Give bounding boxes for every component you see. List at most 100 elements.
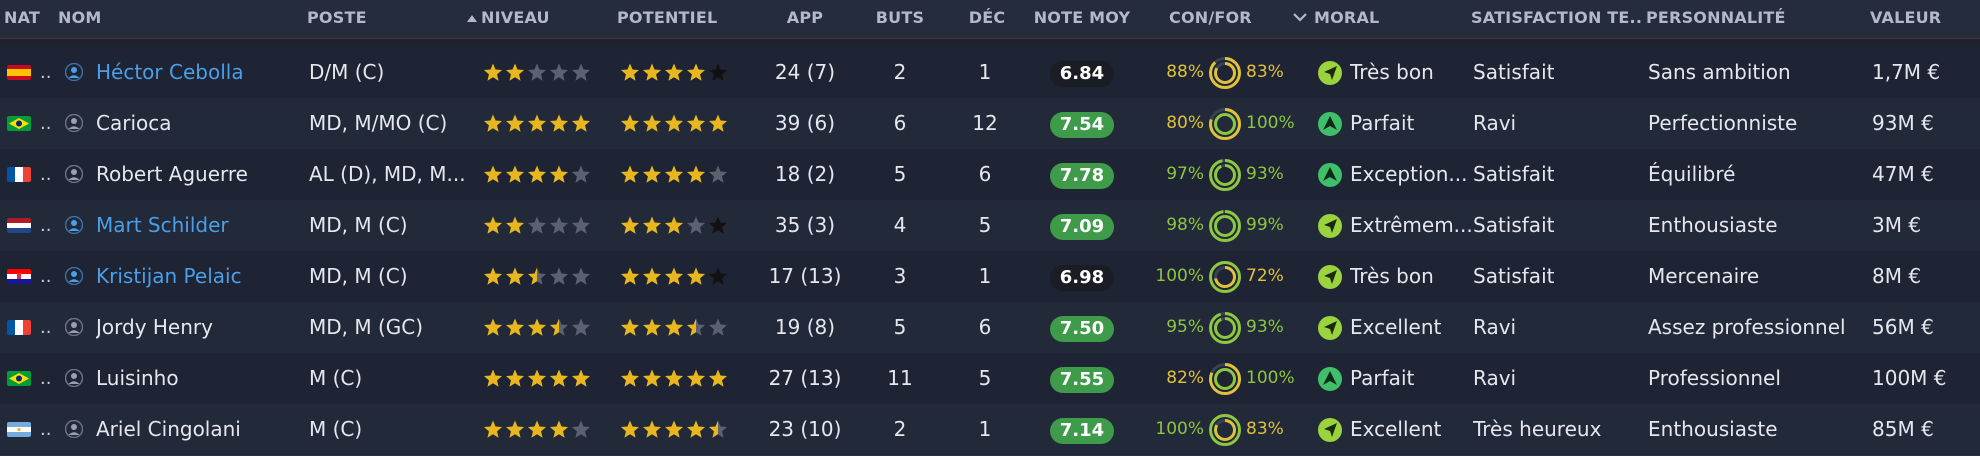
star-icon: [571, 216, 591, 234]
column-header-poste[interactable]: POSTE: [307, 8, 367, 27]
star-icon: [483, 420, 503, 438]
column-header-personnalite[interactable]: PERSONNALITÉ: [1646, 8, 1786, 27]
goals: 2: [893, 417, 907, 441]
star-icon: [549, 267, 569, 285]
table-row[interactable]: .. Carioca MD, M/MO (C) 39 (6) 6 12 7.54 80% 100…: [0, 98, 1980, 150]
person-icon: [64, 215, 84, 235]
chevron-down-icon[interactable]: [1292, 0, 1312, 36]
person-icon: [64, 113, 84, 133]
star-icon: [549, 420, 569, 438]
condition-percent: 80%: [1166, 113, 1204, 133]
person-icon: [64, 368, 84, 388]
player-name-link[interactable]: Luisinho: [96, 366, 179, 390]
appearances: 24 (7): [774, 60, 836, 84]
average-rating-badge: 7.50: [1050, 316, 1114, 342]
column-header-niveau[interactable]: NIVEAU: [481, 8, 550, 27]
fitness-percent: 100%: [1246, 113, 1295, 133]
spain-flag-icon: [7, 65, 31, 80]
arrow-up-right-icon: [1318, 316, 1342, 340]
person-icon: [64, 164, 84, 184]
player-name-link[interactable]: Kristijan Pelaic: [96, 264, 242, 288]
condition-percent: 82%: [1166, 368, 1204, 388]
morale-text: Parfait: [1350, 111, 1415, 135]
star-icon: [505, 63, 525, 81]
star-icon: [483, 63, 503, 81]
personality: Équilibré: [1648, 162, 1736, 186]
table-row[interactable]: .. Luisinho M (C) 27 (13) 11 5 7.55 82% 100% Parf…: [0, 353, 1980, 405]
assists: 6: [978, 162, 992, 186]
column-header-app[interactable]: APP: [786, 8, 824, 27]
star-icon: [642, 369, 662, 387]
column-header-nom[interactable]: NOM: [58, 8, 102, 27]
star-icon: [686, 420, 706, 438]
condition-fitness-ring: [1208, 56, 1242, 90]
table-row[interactable]: .. Ariel Cingolani M (C) 23 (10) 2 1 7.14 100% 8…: [0, 404, 1980, 456]
star-icon: [642, 420, 662, 438]
player-value: 1,7M €: [1872, 60, 1941, 84]
star-icon: [708, 63, 728, 81]
condition-fitness-ring: [1208, 158, 1242, 192]
star-icon: [708, 114, 728, 132]
condition-percent: 95%: [1166, 317, 1204, 337]
star-icon: [571, 267, 591, 285]
table-row[interactable]: .. Héctor Cebolla D/M (C) 24 (7) 2 1 6.84 88% 83…: [0, 47, 1980, 99]
morale-text: Extrêmem...: [1350, 213, 1473, 237]
column-header-moral[interactable]: MORAL: [1314, 8, 1380, 27]
star-icon: [549, 114, 569, 132]
arrow-up-icon: [1318, 367, 1342, 391]
star-icon: [686, 63, 706, 81]
croatia-flag-icon: [7, 269, 31, 284]
appearances: 18 (2): [774, 162, 836, 186]
star-icon: [664, 63, 684, 81]
column-header-nat[interactable]: NAT: [4, 8, 41, 27]
potentiel-stars: [620, 369, 730, 389]
column-header-valeur[interactable]: VALEUR: [1870, 8, 1942, 27]
player-position: M (C): [309, 366, 363, 390]
player-name-link[interactable]: Carioca: [96, 111, 172, 135]
condition-percent: 98%: [1166, 215, 1204, 235]
star-icon: [664, 318, 684, 336]
fitness-percent: 83%: [1246, 62, 1284, 82]
nationality-abbrev: ..: [40, 113, 52, 134]
column-header-satisfaction[interactable]: SATISFACTION TE...: [1471, 8, 1643, 27]
star-icon: [642, 216, 662, 234]
potentiel-stars: [620, 165, 730, 185]
table-row[interactable]: .. Mart Schilder MD, M (C) 35 (3) 4 5 7.09 98% 9…: [0, 200, 1980, 252]
player-position: MD, M (C): [309, 264, 408, 288]
star-icon: [664, 369, 684, 387]
player-name-link[interactable]: Héctor Cebolla: [96, 60, 244, 84]
condition-fitness-ring: [1208, 311, 1242, 345]
assists: 6: [978, 315, 992, 339]
player-name-link[interactable]: Robert Aguerre: [96, 162, 248, 186]
assists: 12: [972, 111, 998, 135]
niveau-stars: [483, 369, 593, 389]
average-rating-badge: 7.14: [1050, 418, 1114, 444]
star-icon: [483, 114, 503, 132]
table-row[interactable]: .. Jordy Henry MD, M (GC) 19 (8) 5 6 7.50 95% 93…: [0, 302, 1980, 354]
average-rating-badge: 7.54: [1050, 112, 1114, 138]
player-name-link[interactable]: Ariel Cingolani: [96, 417, 241, 441]
morale-text: Très bon: [1350, 60, 1434, 84]
condition-fitness-ring: [1208, 209, 1242, 243]
column-header-dec[interactable]: DÉC: [968, 8, 1006, 27]
column-header-buts[interactable]: BUTS: [875, 8, 925, 27]
star-icon: [571, 318, 591, 336]
column-header-con-for[interactable]: CON/FOR: [1169, 8, 1252, 27]
star-icon: [686, 369, 706, 387]
nationality-abbrev: ..: [40, 317, 52, 338]
table-row[interactable]: .. Robert Aguerre AL (D), MD, M... 18 (2) 5 6…: [0, 149, 1980, 201]
netherlands-flag-icon: [7, 218, 31, 233]
player-name-link[interactable]: Mart Schilder: [96, 213, 229, 237]
column-header-potentiel[interactable]: POTENTIEL: [617, 8, 718, 27]
column-header-note-moy[interactable]: NOTE MOY: [1033, 8, 1131, 27]
star-icon: [549, 369, 569, 387]
average-rating-badge: 7.09: [1050, 214, 1114, 240]
condition-percent: 100%: [1155, 419, 1204, 439]
arrow-up-icon: [1318, 163, 1342, 187]
table-row[interactable]: .. Kristijan Pelaic MD, M (C) 17 (13) 3 1 6.98…: [0, 251, 1980, 303]
goals: 5: [893, 162, 907, 186]
morale-text: Excellent: [1350, 417, 1442, 441]
star-icon: [505, 165, 525, 183]
condition-percent: 97%: [1166, 164, 1204, 184]
player-name-link[interactable]: Jordy Henry: [96, 315, 213, 339]
